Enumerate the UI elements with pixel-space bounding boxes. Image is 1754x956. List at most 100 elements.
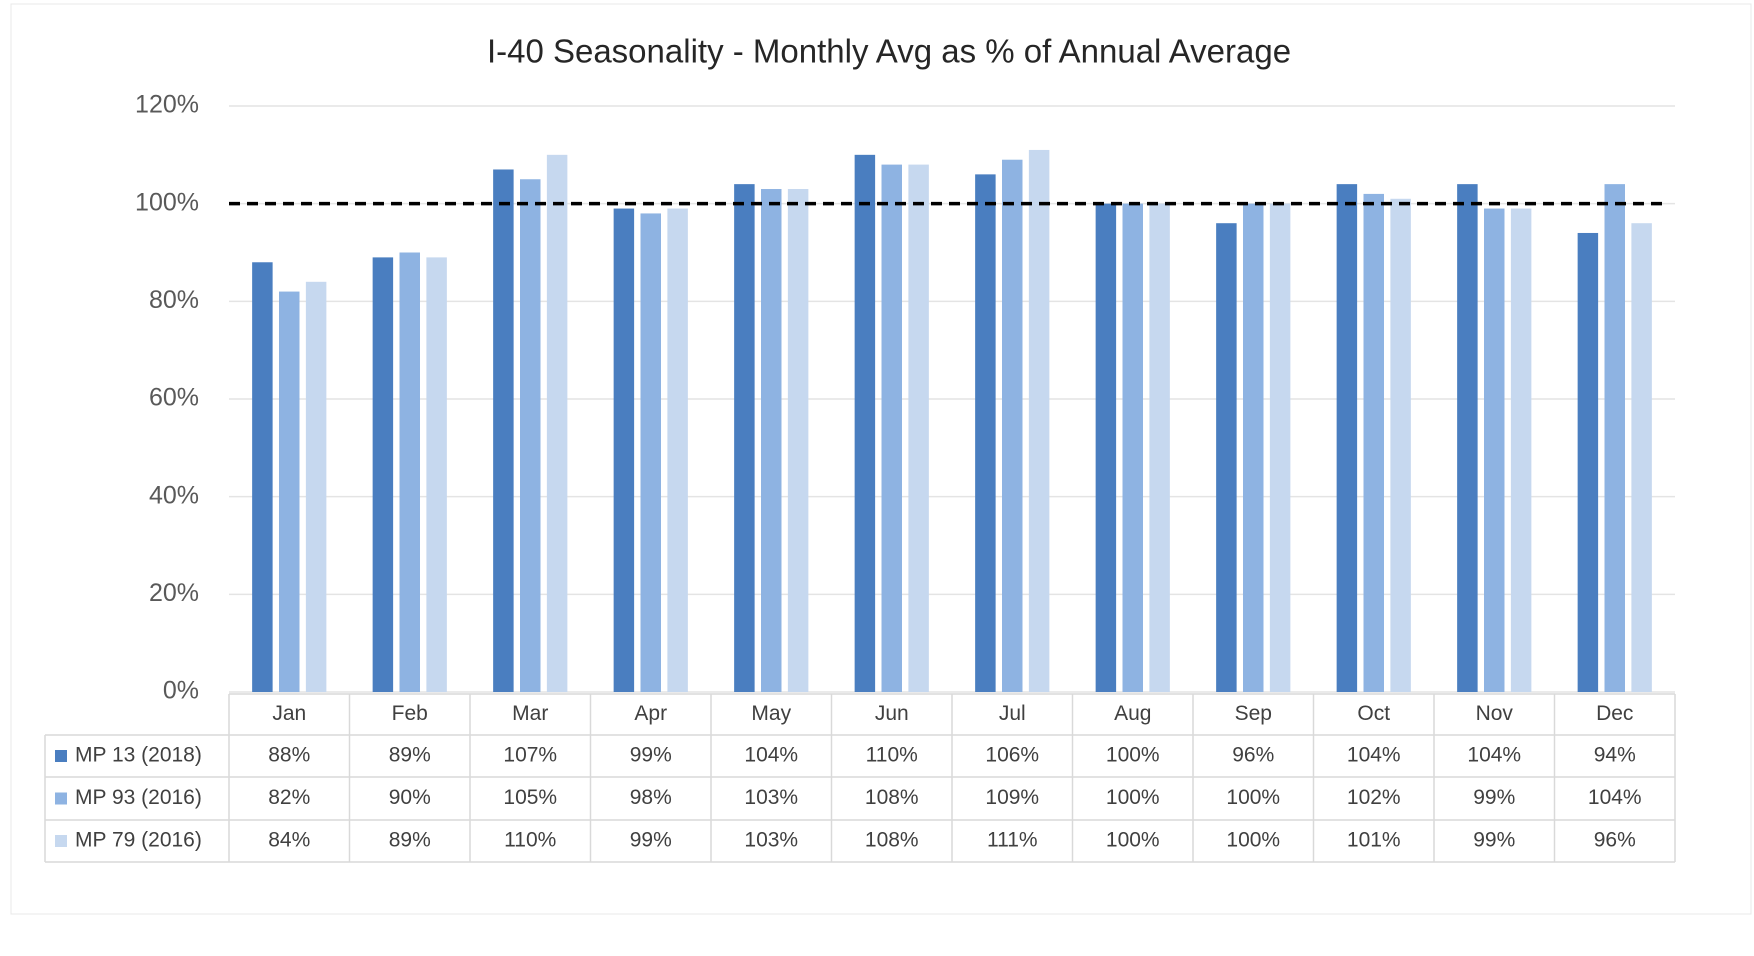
- table-value: 103%: [744, 786, 798, 809]
- x-tick-label: Mar: [512, 702, 548, 725]
- bar: [426, 257, 447, 692]
- table-value: 100%: [1226, 786, 1280, 809]
- table-value: 104%: [744, 744, 798, 767]
- bar: [1484, 208, 1505, 693]
- bar: [1028, 149, 1050, 692]
- bar: [667, 208, 688, 693]
- bar: [1002, 159, 1023, 692]
- bar: [1216, 223, 1237, 692]
- y-tick-label: 60%: [149, 384, 199, 412]
- x-tick-label: Sep: [1235, 702, 1272, 725]
- bar: [372, 257, 394, 692]
- bar: [1577, 232, 1599, 692]
- table-value: 99%: [1473, 786, 1515, 809]
- table-value: 104%: [1588, 786, 1642, 809]
- y-tick-label: 120%: [135, 91, 199, 119]
- legend-swatch: [55, 750, 67, 762]
- bar: [1095, 203, 1117, 692]
- table-value: 102%: [1347, 786, 1401, 809]
- table-value: 89%: [389, 829, 431, 852]
- table-value: 108%: [865, 829, 919, 852]
- bar: [613, 208, 635, 693]
- chart-border: [10, 3, 1752, 915]
- bar: [252, 262, 273, 692]
- x-tick-label: May: [751, 702, 791, 725]
- bar: [546, 154, 568, 693]
- table-value: 110%: [504, 829, 556, 852]
- bar: [854, 154, 876, 693]
- bar: [493, 169, 514, 692]
- table-value: 110%: [866, 744, 918, 767]
- bar: [279, 291, 300, 692]
- y-tick-label: 100%: [135, 188, 199, 216]
- y-tick-label: 40%: [149, 481, 199, 509]
- bar: [1510, 208, 1532, 693]
- bar: [881, 164, 902, 693]
- bar: [761, 189, 782, 692]
- bar: [1390, 198, 1411, 693]
- table-value: 99%: [630, 829, 672, 852]
- bar: [734, 184, 755, 692]
- table-value: 100%: [1106, 829, 1160, 852]
- bar: [1457, 184, 1478, 692]
- bar: [1336, 184, 1358, 692]
- table-value: 99%: [630, 744, 672, 767]
- bar: [1363, 193, 1384, 692]
- table-value: 109%: [985, 786, 1039, 809]
- x-tick-label: Oct: [1357, 702, 1390, 725]
- table-value: 82%: [268, 786, 310, 809]
- legend-label: MP 13 (2018): [75, 744, 202, 767]
- table-value: 96%: [1232, 744, 1274, 767]
- table-value: 89%: [389, 744, 431, 767]
- legend-label: MP 93 (2016): [75, 786, 202, 809]
- table-value: 105%: [503, 786, 557, 809]
- bar: [1631, 223, 1652, 692]
- x-tick-label: Nov: [1476, 702, 1514, 725]
- legend-swatch: [55, 835, 67, 847]
- bar: [520, 179, 541, 692]
- x-tick-label: Jun: [875, 702, 909, 725]
- x-tick-label: Dec: [1596, 702, 1633, 725]
- legend-swatch: [55, 792, 67, 805]
- legend-label: MP 79 (2016): [75, 829, 202, 852]
- bar: [399, 252, 420, 692]
- table-value: 88%: [268, 744, 310, 767]
- x-tick-label: Jul: [999, 702, 1026, 725]
- table-value: 111%: [987, 829, 1038, 852]
- table-value: 94%: [1594, 744, 1636, 767]
- x-tick-label: Jan: [272, 702, 306, 725]
- table-value: 84%: [268, 829, 310, 852]
- bar: [1149, 203, 1170, 692]
- y-tick-label: 80%: [149, 286, 199, 314]
- table-value: 104%: [1467, 744, 1521, 767]
- bar: [787, 189, 809, 692]
- bar: [1122, 203, 1143, 692]
- table-value: 100%: [1106, 786, 1160, 809]
- x-tick-label: Aug: [1114, 702, 1151, 725]
- x-tick-label: Apr: [634, 702, 667, 725]
- table-value: 100%: [1106, 744, 1160, 767]
- table-value: 98%: [630, 786, 672, 809]
- bar: [640, 213, 661, 692]
- table-value: 103%: [744, 829, 798, 852]
- table-value: 99%: [1473, 829, 1515, 852]
- table-value: 106%: [985, 744, 1039, 767]
- bar: [1269, 203, 1291, 692]
- table-value: 101%: [1347, 829, 1401, 852]
- bar: [1243, 203, 1264, 692]
- bar: [975, 174, 996, 692]
- bar: [908, 164, 929, 693]
- table-value: 96%: [1594, 829, 1636, 852]
- table-value: 104%: [1347, 744, 1401, 767]
- bar: [1604, 184, 1625, 692]
- x-tick-label: Feb: [392, 702, 428, 725]
- y-tick-label: 20%: [149, 579, 199, 607]
- table-value: 90%: [389, 786, 431, 809]
- table-value: 108%: [865, 786, 919, 809]
- table-value: 100%: [1226, 829, 1280, 852]
- table-value: 107%: [503, 744, 557, 767]
- chart-title: I-40 Seasonality - Monthly Avg as % of A…: [487, 33, 1291, 70]
- bar: [305, 281, 327, 692]
- y-tick-label: 0%: [163, 677, 199, 705]
